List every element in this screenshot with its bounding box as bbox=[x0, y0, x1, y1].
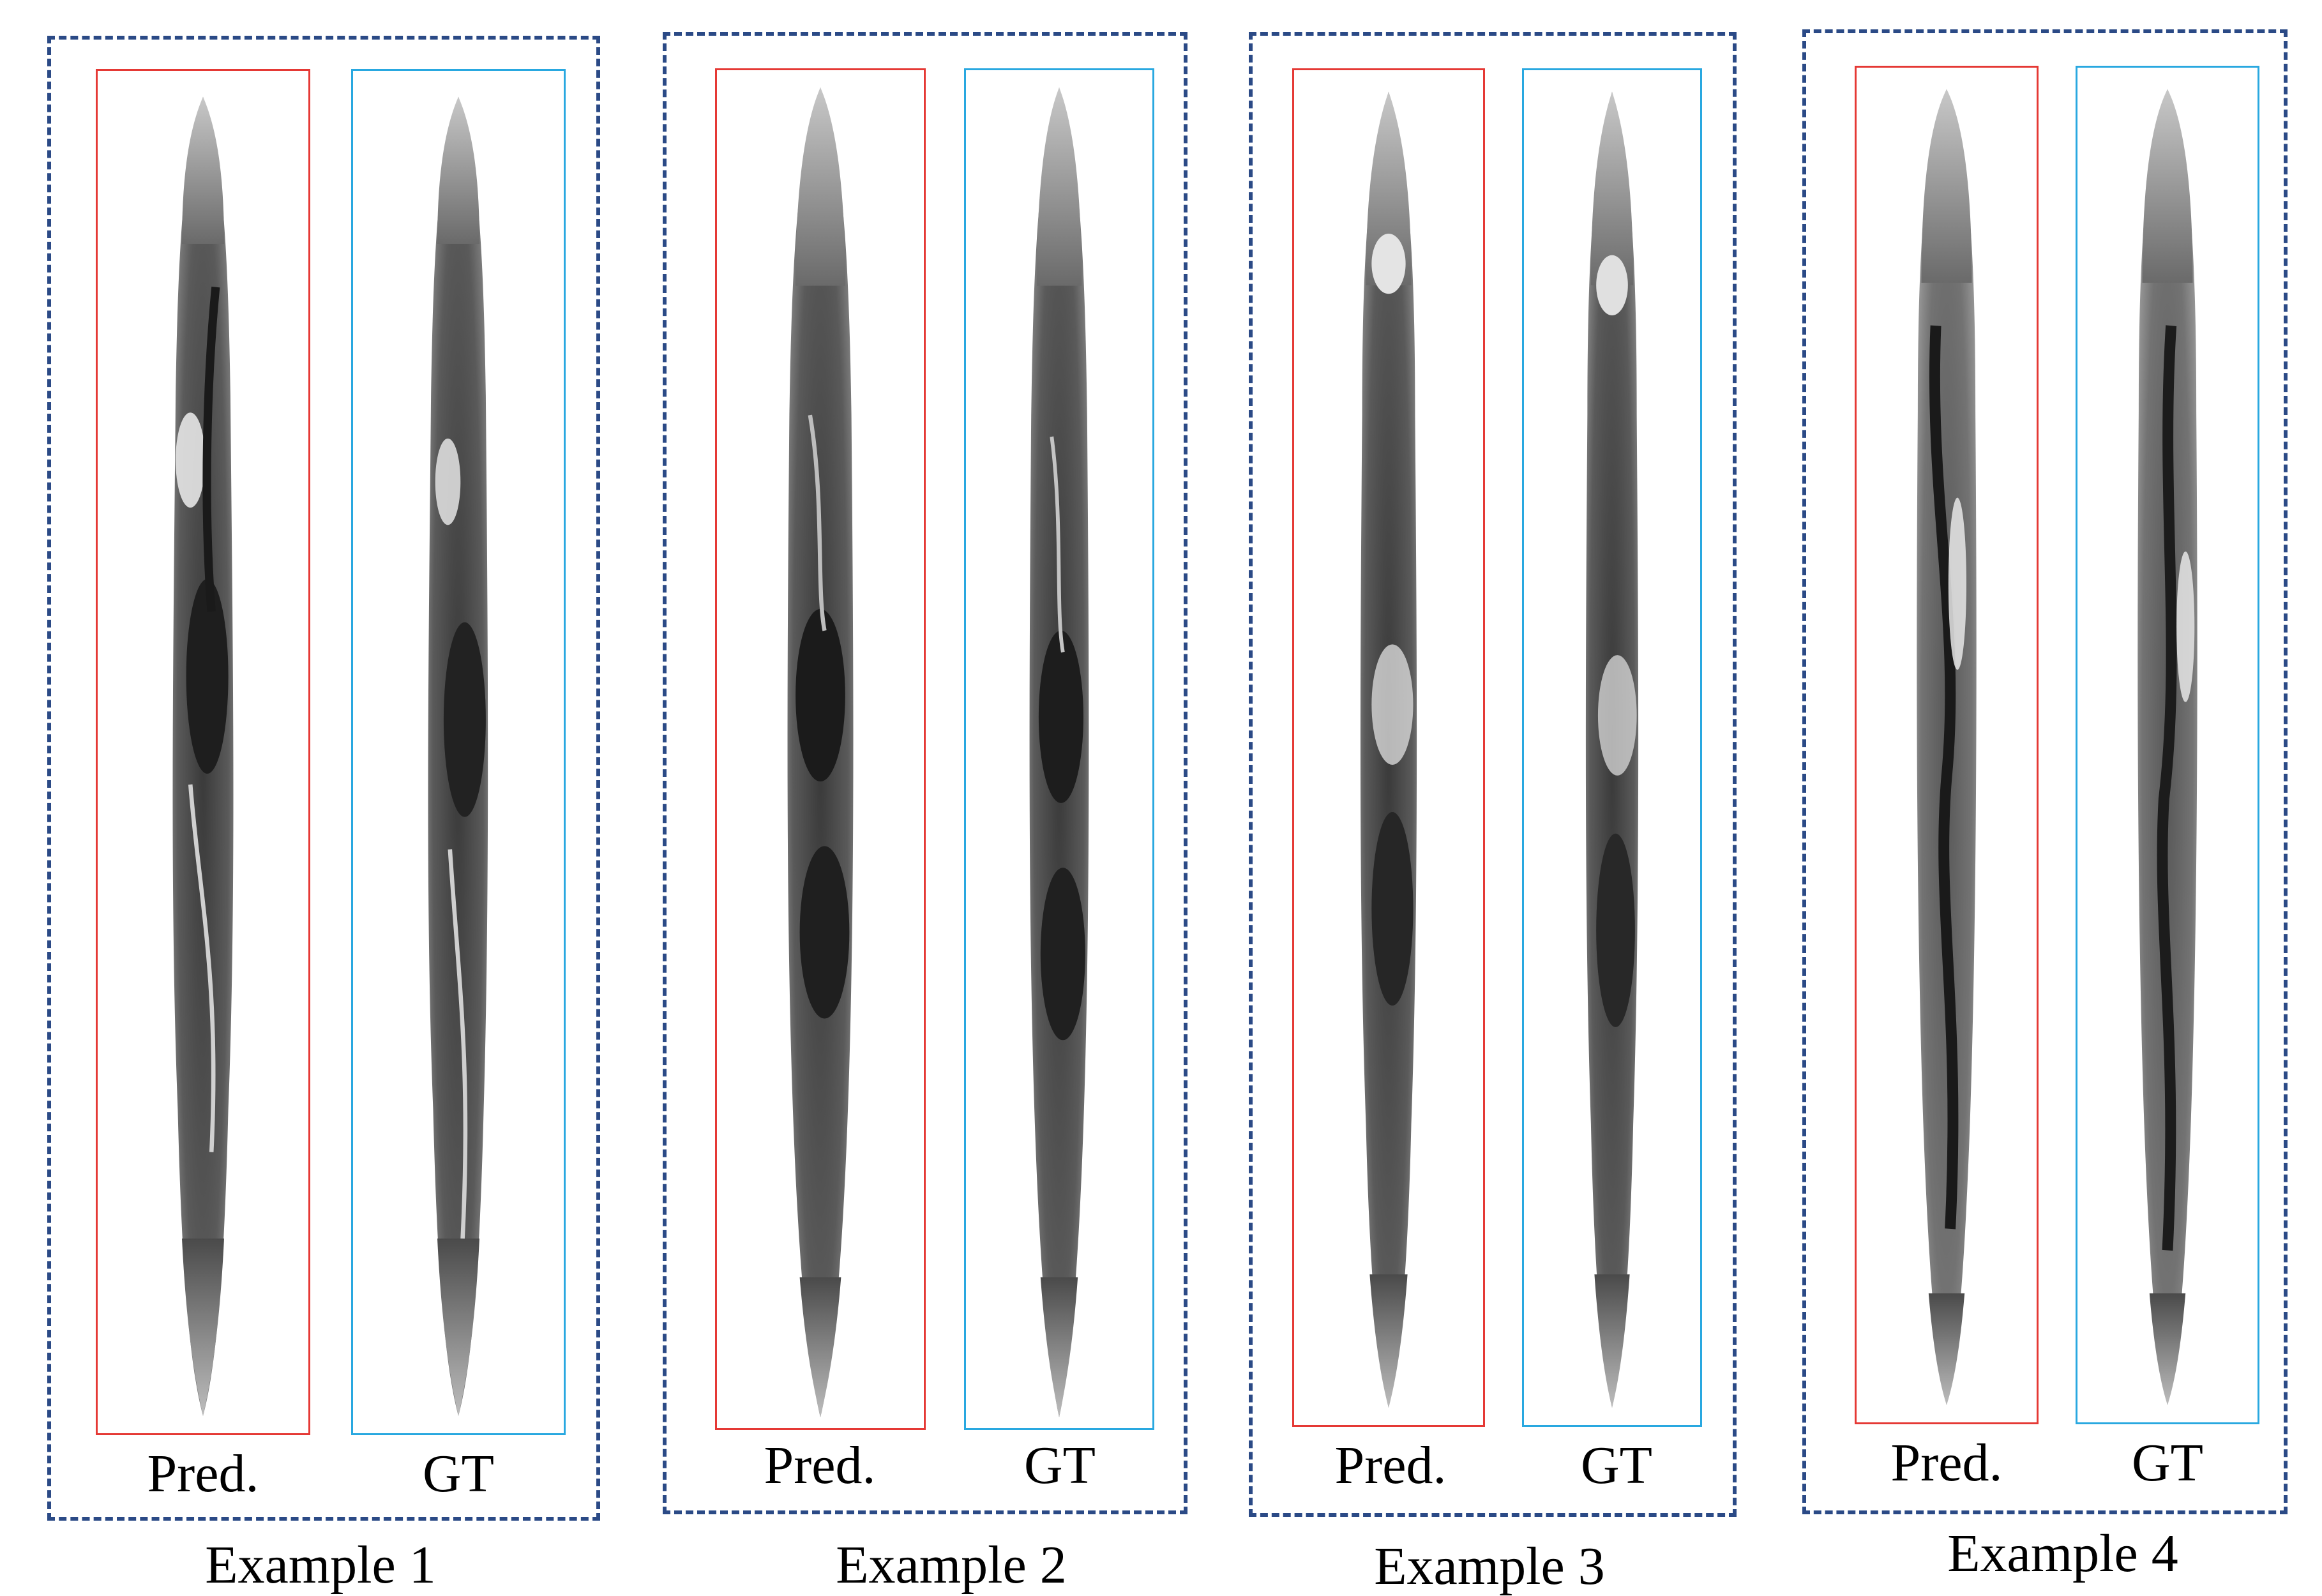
example-group-3: Pred. GT bbox=[1249, 32, 1737, 1517]
gt-label: GT bbox=[1581, 1436, 1652, 1495]
example-group-4: Pred. GT bbox=[1802, 29, 2288, 1514]
gt-panel bbox=[1522, 68, 1702, 1427]
pred-panel bbox=[1292, 68, 1485, 1427]
gt-panel bbox=[2076, 66, 2259, 1424]
example-group-2: Pred. GT bbox=[663, 32, 1187, 1514]
example-caption: Example 1 bbox=[205, 1535, 436, 1595]
gt-panel bbox=[351, 69, 566, 1435]
worm-image bbox=[2137, 89, 2198, 1406]
gt-label: GT bbox=[2132, 1433, 2203, 1493]
example-caption: Example 4 bbox=[1947, 1524, 2178, 1583]
worm-image bbox=[1029, 87, 1089, 1418]
pred-label: Pred. bbox=[1334, 1436, 1447, 1495]
worm-image bbox=[428, 96, 488, 1416]
pred-label: Pred. bbox=[1890, 1433, 2003, 1493]
gt-panel bbox=[964, 68, 1154, 1430]
pred-panel bbox=[715, 68, 926, 1430]
pred-panel bbox=[96, 69, 310, 1435]
pred-label: Pred. bbox=[764, 1436, 876, 1495]
gt-label: GT bbox=[423, 1444, 494, 1503]
pred-panel bbox=[1855, 66, 2039, 1424]
worm-image bbox=[1585, 91, 1639, 1408]
example-group-1: Pred. GT bbox=[47, 36, 600, 1521]
worm-image bbox=[172, 96, 234, 1416]
pred-label: Pred. bbox=[147, 1444, 259, 1503]
worm-image bbox=[787, 87, 854, 1418]
worm-image bbox=[1917, 89, 1977, 1406]
example-caption: Example 2 bbox=[836, 1535, 1067, 1595]
worm-image bbox=[1360, 91, 1417, 1408]
example-caption: Example 3 bbox=[1374, 1537, 1605, 1596]
gt-label: GT bbox=[1024, 1436, 1096, 1495]
